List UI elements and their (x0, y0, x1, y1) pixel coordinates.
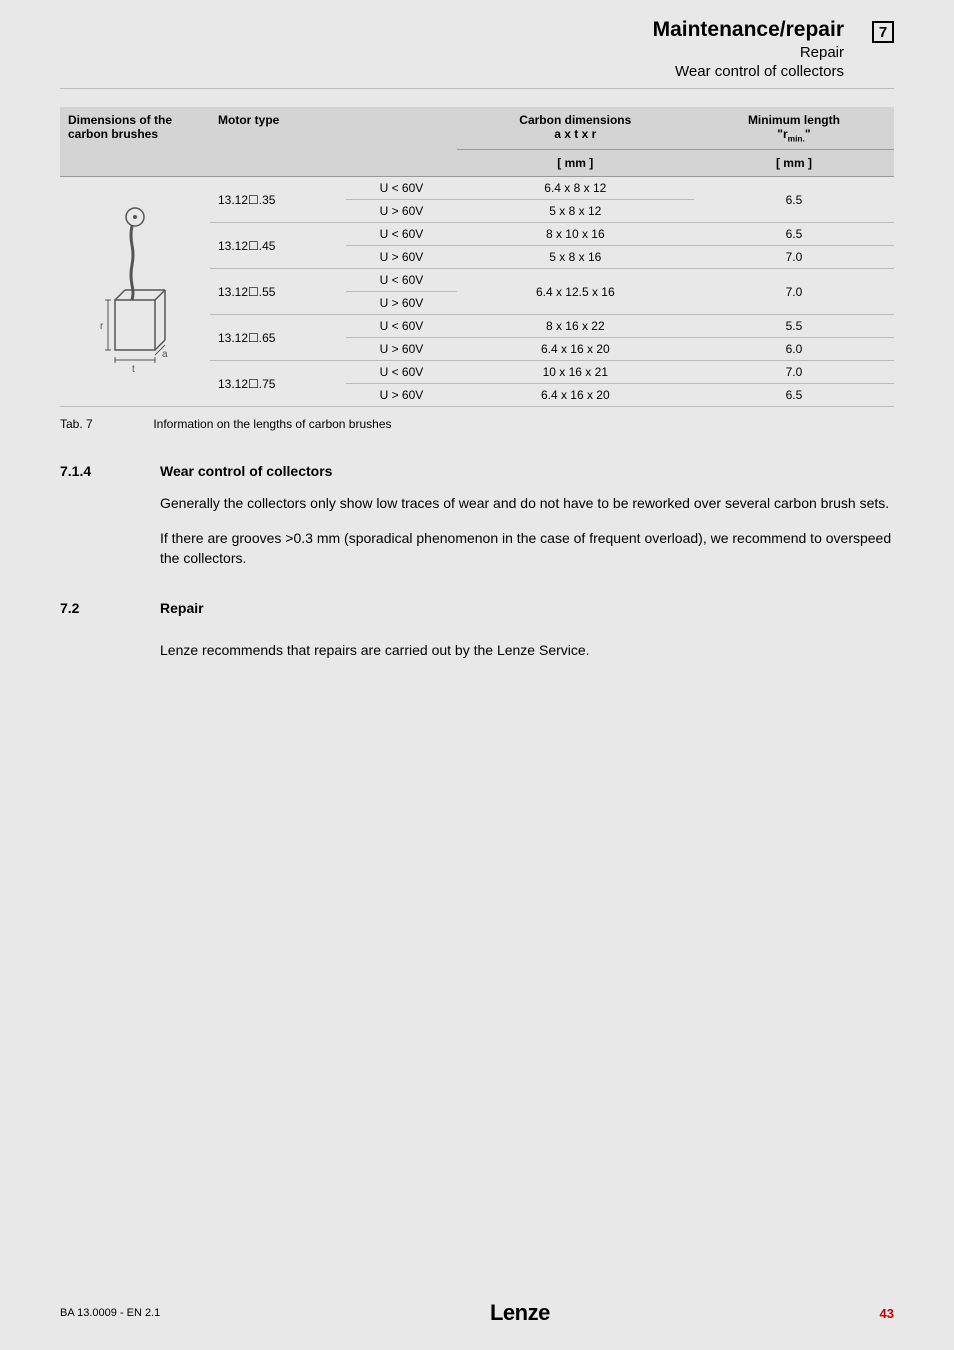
cell-dim: 5 x 8 x 12 (457, 200, 694, 223)
footer-logo: Lenze (490, 1300, 550, 1326)
cell-volt: U < 60V (346, 223, 457, 246)
section-7-1-4-p2: If there are grooves >0.3 mm (sporadical… (160, 528, 894, 569)
section-title: Wear control of collectors (160, 463, 332, 479)
th-min-length: Minimum length "rmin." (694, 107, 894, 150)
cell-volt: U > 60V (346, 246, 457, 269)
svg-text:r: r (100, 321, 104, 332)
cell-motor: 13.12☐.55 (210, 269, 346, 315)
cell-min: 6.0 (694, 338, 894, 361)
cell-dim: 6.4 x 16 x 20 (457, 338, 694, 361)
cell-min: 7.0 (694, 269, 894, 315)
header-subtitle-1: Repair (653, 44, 844, 61)
cell-min: 6.5 (694, 384, 894, 407)
page-header: Maintenance/repair Repair Wear control o… (0, 0, 954, 80)
cell-dim: 8 x 16 x 22 (457, 315, 694, 338)
cell-motor: 13.12☐.45 (210, 223, 346, 269)
th-min-line2-end: " (805, 127, 811, 141)
cell-motor: 13.12☐.35 (210, 177, 346, 223)
cell-volt: U < 60V (346, 177, 457, 200)
carbon-brush-table: Dimensions of the carbon brushes Motor t… (60, 107, 894, 407)
header-subtitle-2: Wear control of collectors (653, 63, 844, 80)
cell-volt: U > 60V (346, 292, 457, 315)
svg-text:a: a (162, 349, 168, 360)
cell-volt: U > 60V (346, 338, 457, 361)
cell-dim: 5 x 8 x 16 (457, 246, 694, 269)
header-title: Maintenance/repair (653, 18, 844, 42)
carbon-brush-diagram: r t a (80, 205, 190, 375)
cell-volt: U > 60V (346, 384, 457, 407)
brush-diagram-cell: r t a (60, 177, 210, 407)
page-footer: BA 13.0009 - EN 2.1 Lenze 43 (60, 1300, 894, 1326)
cell-volt: U < 60V (346, 315, 457, 338)
cell-volt: U < 60V (346, 269, 457, 292)
th-min-sub: min. (788, 133, 805, 143)
table-caption: Tab. 7 Information on the lengths of car… (60, 417, 894, 431)
caption-label: Tab. 7 (60, 417, 150, 431)
table-row: r t a 13.12☐.35 U < 60V 6.4 x 8 x 12 6.5 (60, 177, 894, 200)
section-7-2-p1: Lenze recommends that repairs are carrie… (160, 640, 894, 660)
cell-motor: 13.12☐.65 (210, 315, 346, 361)
cell-min: 6.5 (694, 177, 894, 223)
cell-volt: U > 60V (346, 200, 457, 223)
footer-page-number: 43 (880, 1306, 894, 1321)
section-7-1-4-header: 7.1.4 Wear control of collectors (60, 463, 894, 479)
cell-dim: 6.4 x 8 x 12 (457, 177, 694, 200)
section-number: 7.1.4 (60, 463, 160, 479)
cell-volt: U < 60V (346, 361, 457, 384)
th-carbon-dim: Carbon dimensions a x t x r (457, 107, 694, 150)
cell-min: 6.5 (694, 223, 894, 246)
section-number: 7.2 (60, 600, 160, 616)
section-7-2-header: 7.2 Repair (60, 600, 894, 616)
cell-motor: 13.12☐.75 (210, 361, 346, 407)
th-carbon-line1: Carbon dimensions (519, 113, 631, 127)
th-min-line2: "r (777, 127, 787, 141)
cell-min: 5.5 (694, 315, 894, 338)
cell-dim: 6.4 x 12.5 x 16 (457, 269, 694, 315)
section-title: Repair (160, 600, 204, 616)
th-motor-type: Motor type (210, 107, 457, 177)
cell-dim: 8 x 10 x 16 (457, 223, 694, 246)
footer-doc-id: BA 13.0009 - EN 2.1 (60, 1307, 160, 1319)
section-7-1-4-p1: Generally the collectors only show low t… (160, 493, 894, 513)
th-carbon-line2: a x t x r (554, 127, 596, 141)
caption-text: Information on the lengths of carbon bru… (153, 417, 391, 431)
cell-dim: 6.4 x 16 x 20 (457, 384, 694, 407)
th-min-line1: Minimum length (748, 113, 840, 127)
th-carbon-unit: [ mm ] (457, 150, 694, 177)
th-min-unit: [ mm ] (694, 150, 894, 177)
content-area: Dimensions of the carbon brushes Motor t… (0, 89, 954, 661)
th-dimensions: Dimensions of the carbon brushes (60, 107, 210, 177)
svg-text:t: t (132, 364, 135, 375)
cell-dim: 10 x 16 x 21 (457, 361, 694, 384)
header-text-block: Maintenance/repair Repair Wear control o… (653, 18, 844, 80)
chapter-number-box: 7 (872, 21, 894, 43)
cell-min: 7.0 (694, 361, 894, 384)
cell-min: 7.0 (694, 246, 894, 269)
table-body: r t a 13.12☐.35 U < 60V 6.4 x 8 x 12 6.5… (60, 177, 894, 407)
